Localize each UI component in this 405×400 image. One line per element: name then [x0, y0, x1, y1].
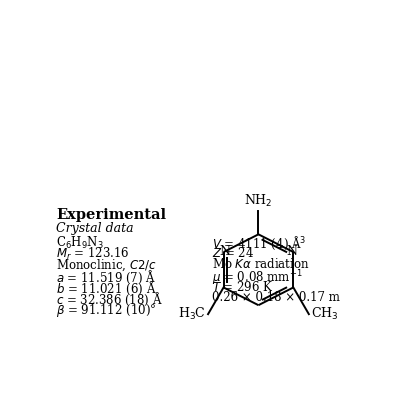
Text: CH$_3$: CH$_3$: [310, 306, 338, 322]
Text: $V$ = 4111 (4) Å$^3$: $V$ = 4111 (4) Å$^3$: [211, 235, 306, 252]
Text: $Z$ = 24: $Z$ = 24: [211, 246, 253, 260]
Text: $b$ = 11.021 (6) Å: $b$ = 11.021 (6) Å: [56, 280, 156, 297]
Text: $\mu$ = 0.08 mm$^{-1}$: $\mu$ = 0.08 mm$^{-1}$: [211, 269, 302, 288]
Text: Monoclinic, $C2/c$: Monoclinic, $C2/c$: [56, 258, 157, 273]
Text: $T$ = 296 K: $T$ = 296 K: [211, 280, 273, 294]
Text: $c$ = 32.386 (18) Å: $c$ = 32.386 (18) Å: [56, 291, 162, 308]
Text: $M_r$ = 123.16: $M_r$ = 123.16: [56, 246, 130, 262]
Text: Experimental: Experimental: [56, 208, 166, 222]
Text: $\beta$ = 91.112 (10)°: $\beta$ = 91.112 (10)°: [56, 302, 156, 319]
Text: NH$_2$: NH$_2$: [243, 193, 272, 209]
Text: Mo $K\alpha$ radiation: Mo $K\alpha$ radiation: [211, 258, 309, 272]
Text: $a$ = 11.519 (7) Å: $a$ = 11.519 (7) Å: [56, 269, 156, 286]
Text: N: N: [219, 245, 230, 258]
Text: H$_3$C: H$_3$C: [177, 306, 205, 322]
Text: Crystal data: Crystal data: [56, 222, 134, 235]
Text: 0.26 × 0.18 × 0.17 m: 0.26 × 0.18 × 0.17 m: [211, 291, 339, 304]
Text: N: N: [286, 245, 296, 258]
Text: C$_6$H$_9$N$_3$: C$_6$H$_9$N$_3$: [56, 235, 104, 251]
